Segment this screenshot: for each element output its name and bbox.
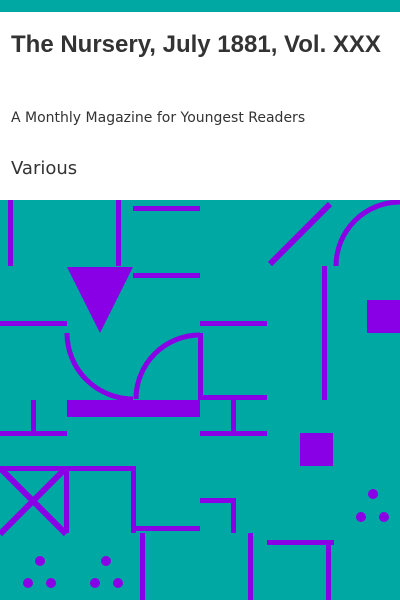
art-arc	[133, 332, 201, 400]
book-title: The Nursery, July 1881, Vol. XXX	[11, 31, 381, 58]
art-arc	[333, 200, 400, 267]
art-diagonal	[267, 201, 333, 267]
art-bar	[267, 540, 334, 545]
art-bar	[116, 200, 121, 266]
art-bar	[131, 466, 136, 533]
art-bar	[200, 431, 267, 436]
art-dot	[90, 578, 100, 588]
art-dot	[379, 512, 389, 522]
art-bar	[231, 400, 236, 433]
cover-header: The Nursery, July 1881, Vol. XXX A Month…	[0, 12, 400, 200]
art-bar	[133, 273, 200, 278]
art-bar	[200, 321, 267, 326]
art-bar	[67, 466, 134, 471]
art-bar	[133, 526, 200, 531]
art-bar	[200, 498, 235, 503]
book-subtitle: A Monthly Magazine for Youngest Readers	[11, 110, 306, 126]
art-bar	[0, 321, 67, 326]
art-bar	[64, 466, 69, 533]
art-x-line	[0, 465, 69, 537]
art-triangle	[67, 267, 133, 333]
art-bar	[8, 200, 13, 266]
art-dot	[101, 556, 111, 566]
art-bar	[133, 206, 200, 211]
art-bar	[231, 498, 236, 533]
art-bar	[140, 533, 145, 600]
art-bar	[248, 533, 253, 600]
top-accent-bar	[0, 0, 400, 12]
art-arc	[64, 332, 134, 402]
art-dot	[23, 578, 33, 588]
art-bar	[0, 466, 67, 471]
art-square	[300, 433, 333, 466]
art-bar	[0, 431, 67, 436]
art-bar	[31, 400, 36, 433]
art-dot	[35, 556, 45, 566]
book-author: Various	[11, 158, 78, 179]
art-bar	[326, 545, 331, 600]
cover-art	[0, 200, 400, 600]
art-bar	[322, 266, 327, 400]
art-dot	[356, 512, 366, 522]
art-dot	[368, 489, 378, 499]
art-thick-bar	[67, 400, 200, 417]
art-dot	[46, 578, 56, 588]
art-square	[367, 300, 400, 333]
art-bar	[198, 333, 203, 400]
art-bar	[200, 395, 267, 400]
art-dot	[113, 578, 123, 588]
